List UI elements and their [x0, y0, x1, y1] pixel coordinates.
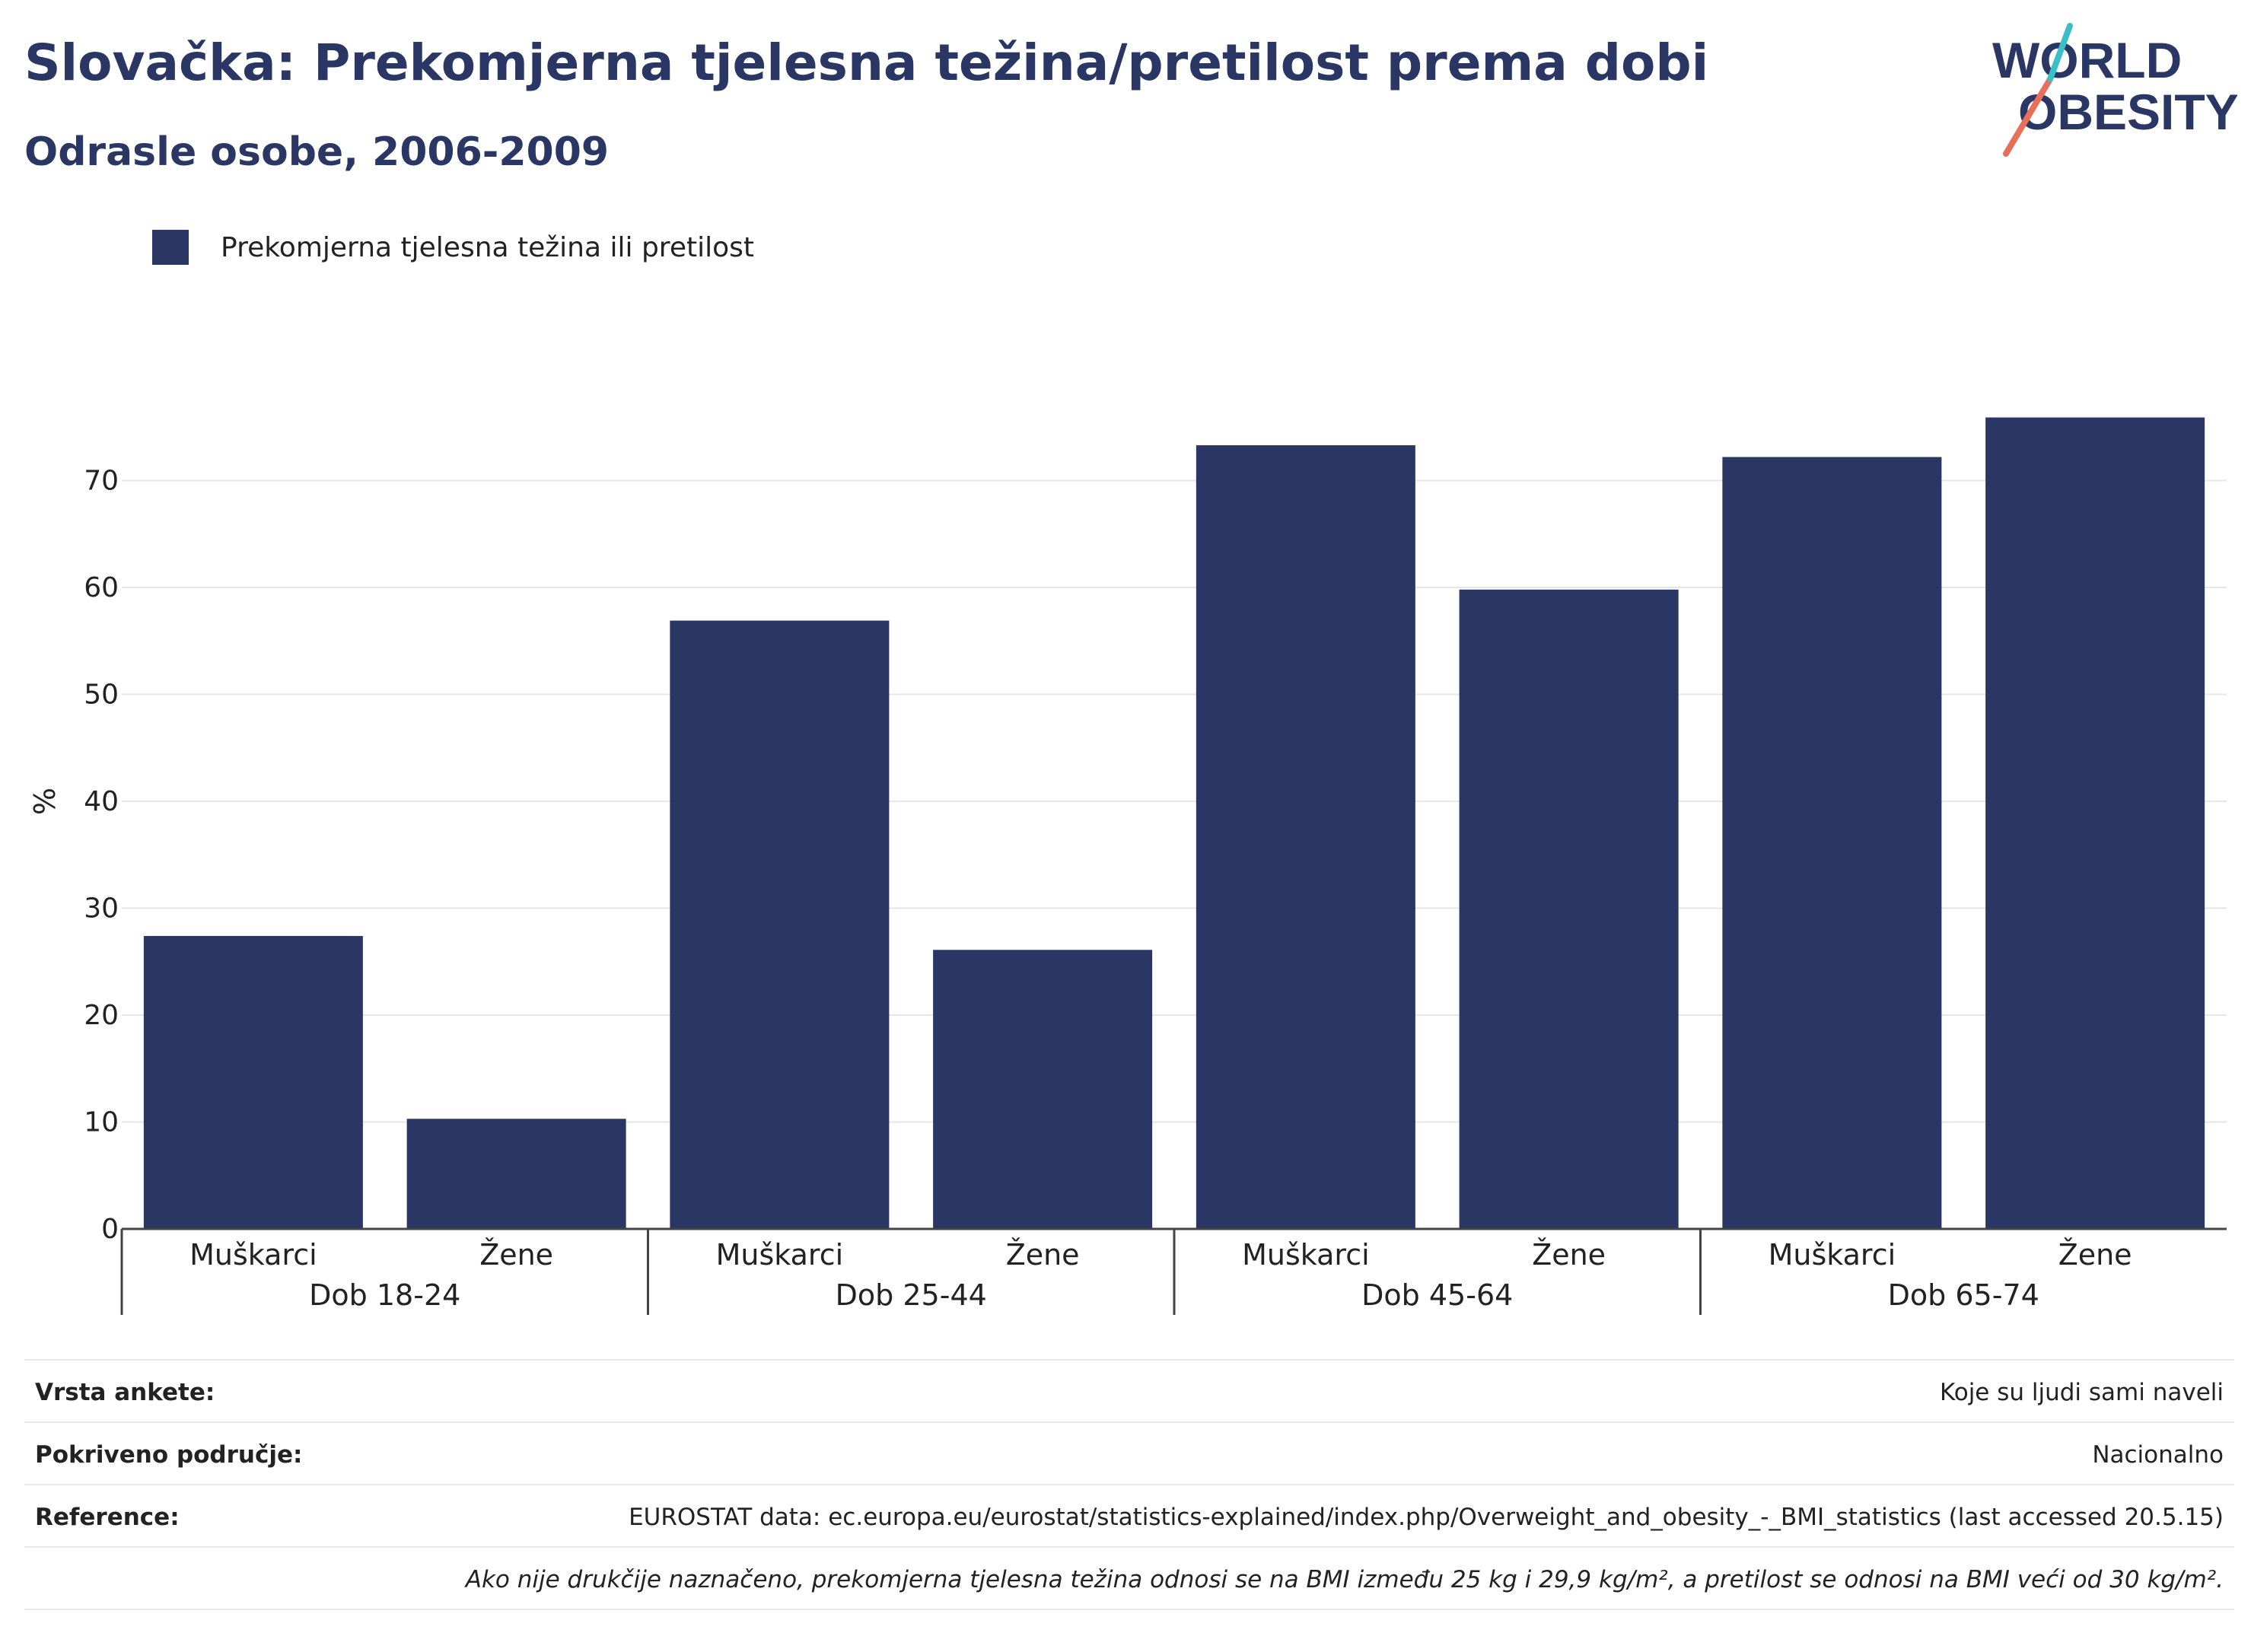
x-category-label: Žene: [1006, 1238, 1080, 1272]
info-key: Reference:: [35, 1504, 180, 1531]
bar: [1196, 445, 1415, 1229]
y-tick-label: 60: [84, 572, 119, 603]
x-category-label: Žene: [479, 1238, 553, 1272]
chart-subtitle: Odrasle osobe, 2006-2009: [24, 129, 610, 175]
bar: [1985, 417, 2205, 1229]
y-tick-label: 50: [84, 680, 119, 711]
info-key: Pokriveno područje:: [35, 1441, 303, 1469]
bar: [1722, 457, 1942, 1229]
info-row-coverage: Pokriveno područje: Nacionalno: [24, 1421, 2234, 1485]
x-category-label: Muškarci: [1769, 1238, 1896, 1272]
y-tick-label: 0: [101, 1214, 119, 1245]
world-obesity-logo: WORLD OBESITY: [1992, 23, 2237, 157]
logo-slash-coral: [2003, 76, 2053, 157]
logo-slash-teal: [2047, 23, 2073, 82]
y-tick-label: 70: [84, 466, 119, 497]
x-category-label: Žene: [1532, 1238, 1606, 1272]
info-row-reference: Reference: EUROSTAT data: ec.europa.eu/e…: [24, 1484, 2234, 1548]
bar: [406, 1119, 626, 1229]
logo-line2: OBESITY: [2018, 84, 2237, 140]
legend-label: Prekomjerna tjelesna težina ili pretilos…: [221, 231, 754, 263]
x-category-label: Muškarci: [716, 1238, 844, 1272]
logo-line1: WORLD: [1992, 32, 2182, 88]
y-tick-label: 20: [84, 1000, 119, 1031]
bar: [143, 936, 363, 1229]
legend-swatch: [152, 230, 189, 265]
x-group-label: Dob 65-74: [1888, 1278, 2039, 1312]
bar: [933, 950, 1153, 1229]
bar: [1459, 589, 1679, 1229]
bar-chart: 0 10 20 30 40 50 60 70% Muškarci Žene Dob 18-24 Muš…: [28, 417, 2227, 1315]
info-row-note: Ako nije drukčije naznačeno, prekomjerna…: [24, 1546, 2234, 1610]
y-tick-label: 40: [84, 786, 119, 817]
x-category-label: Muškarci: [1242, 1238, 1370, 1272]
info-table-end: [24, 1609, 2234, 1610]
x-group-label: Dob 25-44: [836, 1278, 987, 1312]
info-value: EUROSTAT data: ec.europa.eu/eurostat/sta…: [629, 1504, 2224, 1531]
y-tick-label: 30: [84, 893, 119, 925]
legend: Prekomjerna tjelesna težina ili pretilos…: [152, 228, 754, 266]
y-axis-label: %: [28, 788, 62, 815]
y-tick-label: 10: [84, 1107, 119, 1138]
info-row-survey-type: Vrsta ankete: Koje su ljudi sami naveli: [24, 1359, 2234, 1423]
x-group-label: Dob 45-64: [1361, 1278, 1513, 1312]
info-value: Nacionalno: [2092, 1441, 2224, 1469]
chart-title: Slovačka: Prekomjerna tjelesna težina/pr…: [24, 33, 1709, 92]
x-group-label: Dob 18-24: [309, 1278, 460, 1312]
bmi-definition-note: Ako nije drukčije naznačeno, prekomjerna…: [465, 1566, 2224, 1593]
info-value: Koje su ljudi sami naveli: [1939, 1379, 2224, 1406]
info-key: Vrsta ankete:: [35, 1379, 215, 1406]
bar: [670, 620, 890, 1229]
x-category-label: Muškarci: [189, 1238, 317, 1272]
x-category-label: Žene: [2058, 1238, 2132, 1272]
